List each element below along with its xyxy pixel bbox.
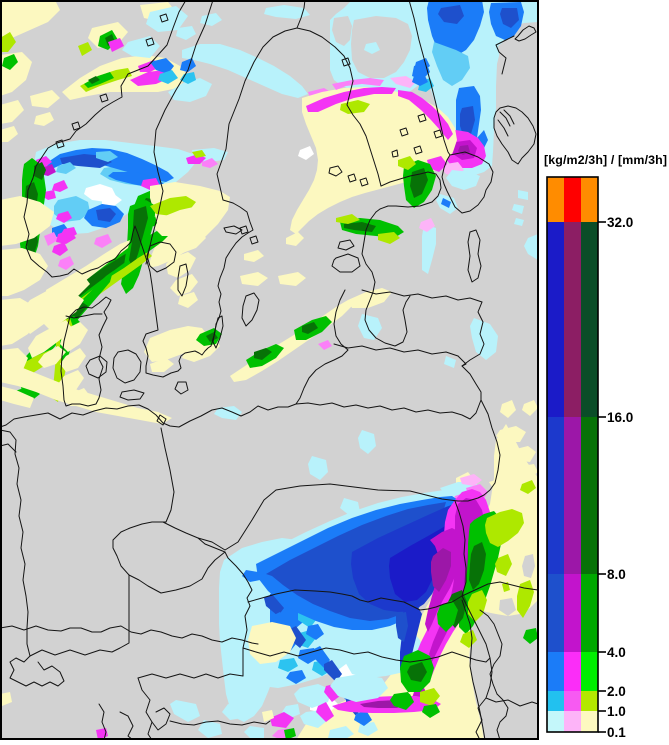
svg-text:1.0: 1.0 — [607, 704, 626, 719]
svg-text:0.1: 0.1 — [607, 725, 626, 740]
svg-text:[kg/m2/3h] / [mm/3h]: [kg/m2/3h] / [mm/3h] — [544, 153, 667, 167]
svg-text:4.0: 4.0 — [607, 645, 626, 660]
svg-text:32.0: 32.0 — [607, 215, 633, 230]
svg-text:16.0: 16.0 — [607, 410, 633, 425]
svg-text:8.0: 8.0 — [607, 567, 626, 582]
svg-text:2.0: 2.0 — [607, 684, 626, 699]
